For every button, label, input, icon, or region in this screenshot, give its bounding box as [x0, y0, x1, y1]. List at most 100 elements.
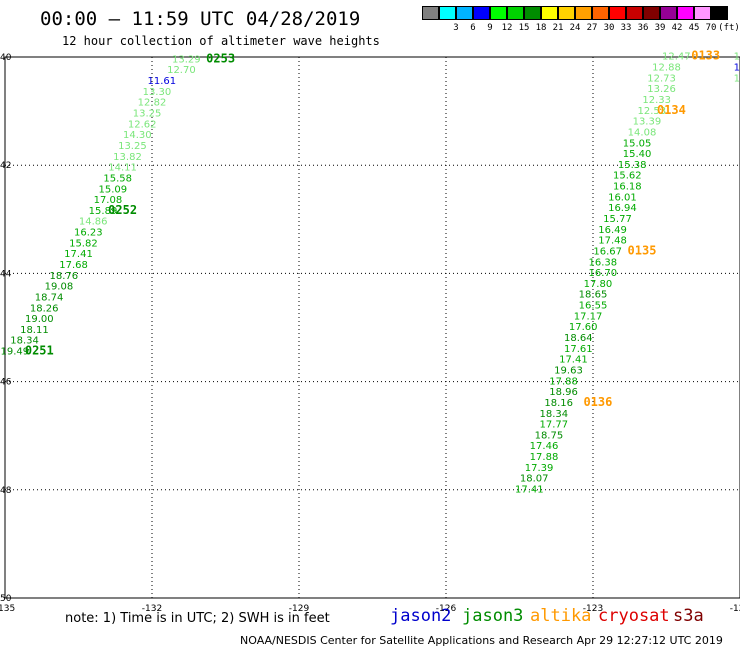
swh-value-label: 12.47 — [662, 52, 691, 63]
satellite-label-s3a: s3a — [673, 606, 704, 626]
legend-swatch — [643, 6, 660, 20]
swh-value-label: 16.23 — [74, 228, 103, 239]
swh-value-label: 19.63 — [554, 365, 583, 376]
pass-time-label: 0133 — [691, 49, 720, 63]
swh-value-label: 12.82 — [138, 98, 167, 109]
lat-tick-label: 50 — [0, 594, 12, 604]
swh-value-label: 12.33 — [642, 95, 671, 106]
satellite-label-jason2: jason2 — [390, 606, 452, 626]
legend-label: 3 — [453, 23, 459, 33]
pass-time-label: 0253 — [206, 51, 235, 65]
swh-value-label: 15.05 — [623, 138, 652, 149]
swh-value-label: 18.64 — [564, 333, 593, 344]
swh-value-label: 16.01 — [608, 192, 637, 203]
swh-value-label: 17.88 — [549, 376, 578, 387]
lat-tick-label: 46 — [0, 378, 12, 388]
swh-value-label: 13.26 — [647, 84, 676, 95]
legend-swatch — [524, 6, 541, 20]
page-title: 00:00 – 11:59 UTC 04/28/2019 — [40, 8, 361, 30]
page-subtitle: 12 hour collection of altimeter wave hei… — [62, 34, 380, 48]
swh-value-label: 12.70 — [167, 65, 196, 76]
swh-value-label: 13.29 — [172, 54, 201, 65]
lat-tick-label: 40 — [0, 53, 12, 63]
legend-swatch — [626, 6, 643, 20]
legend-label: 30 — [603, 23, 615, 33]
legend-label: 39 — [654, 23, 666, 33]
swh-value-label: 18.65 — [579, 290, 608, 301]
legend-swatch — [660, 6, 677, 20]
swh-value-label: 17.68 — [59, 260, 88, 271]
lat-tick-label: 48 — [0, 486, 12, 496]
legend-label: 70 — [705, 23, 717, 33]
lon-tick-label: -120 — [730, 604, 740, 614]
lon-tick-label: -126 — [436, 604, 457, 614]
legend-label: 21 — [552, 23, 564, 33]
legend-swatch — [694, 6, 711, 20]
swh-value-label: 17.41 — [515, 485, 544, 496]
swh-value-label: 10 — [734, 52, 740, 63]
swh-value-label: 17.48 — [598, 236, 627, 247]
swh-value-label: 14.86 — [79, 217, 108, 228]
legend-label: 18 — [535, 23, 547, 33]
swh-value-label: 17.41 — [559, 355, 588, 366]
pass-time-label: 0251 — [25, 344, 54, 358]
swh-value-label: 17.80 — [584, 279, 613, 290]
legend-label: 36 — [637, 23, 649, 33]
swh-value-label: 17.39 — [525, 463, 554, 474]
legend-label: 33 — [620, 23, 632, 33]
satellite-label-jason3: jason3 — [462, 606, 524, 626]
swh-value-label: 13.25 — [118, 141, 147, 152]
swh-value-label: 15.58 — [103, 173, 132, 184]
swh-value-label: 18.16 — [544, 398, 573, 409]
swh-value-label: 15.77 — [603, 214, 632, 225]
legend-label: 42 — [671, 23, 683, 33]
pass-time-label: 0252 — [108, 203, 137, 217]
swh-value-label: 16.18 — [613, 182, 642, 193]
swh-value-label: 12.73 — [647, 73, 676, 84]
swh-value-label: 17.46 — [530, 441, 559, 452]
legend-swatch — [473, 6, 490, 20]
pass-time-label: 0134 — [657, 103, 686, 117]
swh-value-label: 16.49 — [598, 225, 627, 236]
swh-value-label: 18.34 — [539, 409, 568, 420]
lon-tick-label: -135 — [0, 604, 15, 614]
swh-value-label: 11 — [734, 63, 740, 74]
swh-value-label: 19.49 — [0, 347, 29, 358]
swh-value-label: 12.88 — [652, 63, 681, 74]
swh-value-label: 12.53 — [637, 106, 666, 117]
swh-value-label: 18.07 — [520, 474, 549, 485]
swh-value-label: 16.67 — [593, 246, 622, 257]
swh-value-label: 14.08 — [628, 127, 657, 138]
legend-swatch — [456, 6, 473, 20]
footer-credit: NOAA/NESDIS Center for Satellite Applica… — [240, 634, 723, 647]
legend-swatch — [541, 6, 558, 20]
swh-value-label: 18.96 — [549, 387, 578, 398]
swh-value-label: 13.30 — [143, 87, 172, 98]
swh-value-label: 13.82 — [113, 152, 142, 163]
swh-value-label: 17.88 — [530, 452, 559, 463]
legend-swatch — [677, 6, 694, 20]
map-frame — [4, 56, 740, 599]
swh-value-label: 13.25 — [133, 109, 162, 120]
swh-value-label: 16.70 — [588, 268, 617, 279]
swh-value-label: 17.08 — [94, 195, 123, 206]
lon-tick-label: -132 — [142, 604, 162, 614]
legend-swatch — [439, 6, 456, 20]
swh-value-label: 15.82 — [69, 238, 98, 249]
swh-value-label: 12.62 — [128, 119, 157, 130]
swh-value-label: 18.26 — [30, 303, 59, 314]
swh-value-label: 15.62 — [613, 171, 642, 182]
legend-swatch — [711, 6, 728, 20]
swh-value-label: 12 — [734, 73, 740, 84]
swh-value-label: 18.75 — [535, 430, 564, 441]
swh-value-label: 17.17 — [574, 311, 603, 322]
lat-tick-label: 42 — [0, 161, 11, 171]
satellite-label-altika: altika — [530, 606, 592, 626]
swh-value-label: 17.41 — [64, 249, 93, 260]
legend-unit: (ft) — [718, 23, 740, 33]
swh-value-label: 13.39 — [633, 117, 662, 128]
legend-swatch — [558, 6, 575, 20]
legend-swatch — [507, 6, 524, 20]
